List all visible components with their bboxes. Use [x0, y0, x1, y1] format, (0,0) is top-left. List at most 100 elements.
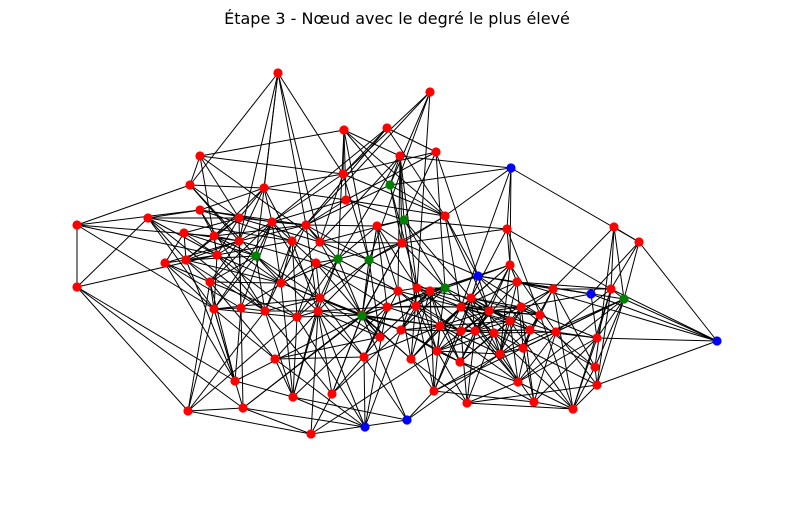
- graph-edge: [572, 384, 598, 410]
- graph-edge: [594, 226, 615, 368]
- graph-edge: [506, 228, 511, 266]
- graph-node-red: [425, 286, 435, 296]
- graph-edge: [509, 167, 512, 266]
- graph-edge: [277, 72, 307, 226]
- edges-layer: [76, 72, 718, 435]
- graph-edge: [199, 187, 265, 211]
- graph-edge: [403, 219, 508, 230]
- graph-edge: [199, 155, 321, 243]
- graph-edge: [470, 297, 541, 316]
- graph-node-red: [267, 217, 277, 227]
- graph-node-red: [590, 362, 600, 372]
- graph-edge: [406, 390, 435, 421]
- graph-edge: [271, 221, 321, 299]
- graph-edge: [361, 290, 399, 317]
- graph-edge: [292, 316, 298, 398]
- graph-node-red: [634, 237, 644, 247]
- graph-edge: [401, 242, 446, 289]
- graph-edge: [436, 306, 462, 352]
- graph-edge: [296, 316, 366, 428]
- graph-edge: [429, 290, 441, 327]
- graph-edge: [590, 241, 640, 295]
- graph-edge: [76, 224, 218, 256]
- graph-edge: [255, 221, 273, 257]
- graph-edge: [539, 288, 554, 316]
- graph-node-blue: [473, 271, 483, 281]
- graph-edge: [187, 407, 244, 412]
- graph-edge: [209, 255, 257, 283]
- graph-node-red: [143, 213, 153, 223]
- graph-node-red: [382, 302, 392, 312]
- graph-edge: [209, 221, 273, 283]
- graph-edge: [436, 287, 446, 352]
- graph-node-green: [619, 294, 629, 304]
- graph-edge: [533, 401, 574, 410]
- graph-edge: [264, 224, 307, 312]
- graph-edge: [410, 358, 435, 392]
- graph-edge: [147, 209, 201, 219]
- graph-edge: [493, 332, 574, 410]
- graph-edge: [238, 240, 317, 264]
- graph-edge: [389, 184, 403, 244]
- graph-edge: [590, 293, 598, 339]
- graph-edge: [474, 264, 511, 332]
- graph-node-red: [606, 284, 616, 294]
- graph-edge: [361, 259, 370, 317]
- graph-edge: [363, 356, 366, 428]
- graph-node-red: [568, 404, 578, 414]
- nodes-layer: [72, 68, 722, 439]
- graph-edge: [403, 219, 446, 289]
- graph-edge: [361, 225, 378, 317]
- graph-edge: [264, 297, 321, 312]
- graph-node-red: [513, 377, 523, 387]
- graph-edge: [317, 310, 333, 395]
- graph-edge: [520, 293, 592, 308]
- graph-node-red: [260, 306, 270, 316]
- graph-node-red: [181, 255, 191, 265]
- graph-node-red: [435, 321, 445, 331]
- graph-edge: [416, 287, 438, 352]
- graph-edge: [189, 155, 201, 186]
- graph-edge: [361, 314, 408, 421]
- graph-edge: [552, 226, 615, 290]
- graph-node-green: [251, 251, 261, 261]
- graph-node-red: [382, 123, 392, 133]
- graph-edge: [400, 287, 446, 331]
- graph-node-green: [357, 311, 367, 321]
- graph-edge: [213, 308, 244, 409]
- graph-node-red: [292, 312, 302, 322]
- graph-edge: [466, 384, 598, 404]
- graph-edge: [460, 306, 495, 334]
- graph-edge: [315, 262, 363, 317]
- graph-edge: [76, 286, 189, 412]
- graph-edge: [238, 217, 242, 309]
- graph-edge: [415, 305, 462, 308]
- graph-title: Étape 3 - Nœud avec le degré le plus éle…: [224, 9, 570, 28]
- graph-edge: [363, 356, 408, 421]
- graph-node-red: [432, 346, 442, 356]
- graph-edge: [433, 297, 472, 392]
- graph-edge: [213, 297, 321, 310]
- graph-edge: [187, 281, 211, 412]
- graph-edge: [183, 232, 257, 257]
- graph-edge: [185, 259, 211, 283]
- graph-edge: [506, 167, 512, 230]
- graph-node-red: [205, 277, 215, 287]
- graph-edge: [399, 155, 512, 169]
- graph-edge: [310, 310, 319, 435]
- graph-node-red: [470, 326, 480, 336]
- graph-node-red: [234, 236, 244, 246]
- graph-edge: [477, 275, 541, 316]
- graph-edge: [444, 215, 490, 312]
- graph-node-red: [72, 220, 82, 230]
- graph-node-red: [234, 213, 244, 223]
- graph-edge: [274, 310, 319, 360]
- graph-edge: [477, 275, 592, 295]
- graph-edge: [596, 288, 612, 386]
- graph-edge: [209, 281, 282, 284]
- graph-edge: [240, 221, 273, 309]
- graph-edge: [199, 155, 344, 175]
- graph-edge: [470, 297, 531, 331]
- graph-edge: [274, 356, 365, 360]
